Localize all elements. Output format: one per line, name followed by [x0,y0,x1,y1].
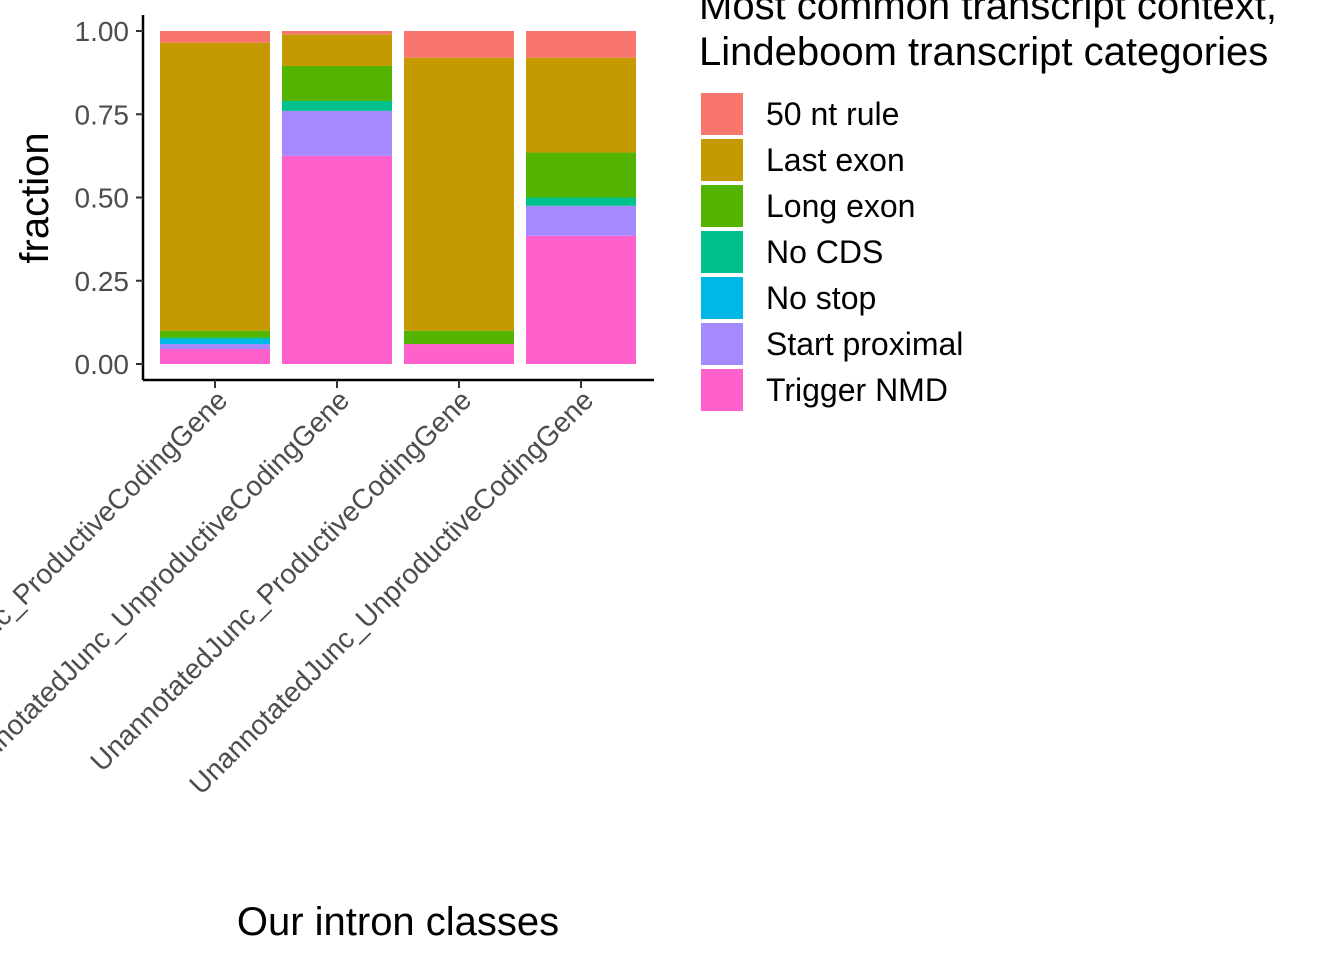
legend-key-trigger-nmd [699,367,745,413]
bar-segment-long-exon-4 [526,152,636,198]
y-ticks: 0.00 0.25 0.50 0.75 1.00 [75,16,143,380]
bar-segment-trigger-nmd-4 [526,235,636,364]
bar-segment-50-nt-rule-3 [404,31,514,58]
bar-segment-last-exon-4 [526,57,636,153]
legend: 50 nt rule Last exon Long exon No CDS No sto… [699,91,963,413]
bar-segment-start-proximal-1 [160,344,270,350]
plot-bars [160,31,636,364]
legend-key-50-nt-rule [699,91,745,137]
bar-segment-start-proximal-2 [282,110,392,156]
x-tick-label-4: UnannotatedJunc_UnproductiveCodingGene [183,384,599,800]
bar-segment-long-exon-2 [282,65,392,101]
y-tick-label: 0.25 [75,266,130,297]
y-tick-label: 1.00 [75,16,130,47]
legend-label-50-nt-rule: 50 nt rule [766,96,899,132]
bar-segment-50-nt-rule-1 [160,31,270,43]
legend-key-long-exon [699,183,745,229]
bar-segment-last-exon-1 [160,42,270,331]
bar-segment-no-cds-2 [282,100,392,111]
y-tick-label: 0.00 [75,349,130,380]
bar-segment-long-exon-1 [160,330,270,338]
legend-key-start-proximal [699,321,745,367]
bar-segment-no-stop-1 [160,339,270,345]
legend-label-no-cds: No CDS [766,234,883,270]
legend-title-line-1: Most common transcript context, [699,0,1277,28]
bar-segment-last-exon-3 [404,57,514,331]
bar-segment-no-cds-1 [160,337,270,340]
bar-segment-50-nt-rule-4 [526,31,636,58]
y-tick-label: 0.50 [75,183,130,214]
legend-key-no-stop [699,275,745,321]
legend-key-last-exon [699,137,745,183]
bar-segment-trigger-nmd-1 [160,349,270,364]
legend-title-line-2: Lindeboom transcript categories [699,30,1268,74]
bar-segment-trigger-nmd-3 [404,344,514,364]
legend-label-no-stop: No stop [766,280,876,316]
y-axis-title: fraction [13,132,57,263]
bar-segment-no-cds-4 [526,197,636,206]
x-ticks: AnnotatedJunc_ProductiveCodingGeneAnnota… [0,380,599,800]
bar-segment-trigger-nmd-2 [282,155,392,364]
bar-segment-last-exon-2 [282,34,392,66]
legend-label-last-exon: Last exon [766,142,905,178]
legend-label-trigger-nmd: Trigger NMD [766,372,948,408]
bar-segment-start-proximal-4 [526,205,636,236]
legend-label-long-exon: Long exon [766,188,915,224]
x-axis-title: Our intron classes [237,900,559,944]
legend-key-no-cds [699,229,745,275]
bar-segment-long-exon-3 [404,330,514,345]
legend-label-start-proximal: Start proximal [766,326,963,362]
y-tick-label: 0.75 [75,99,130,130]
bar-segment-50-nt-rule-2 [282,31,392,35]
